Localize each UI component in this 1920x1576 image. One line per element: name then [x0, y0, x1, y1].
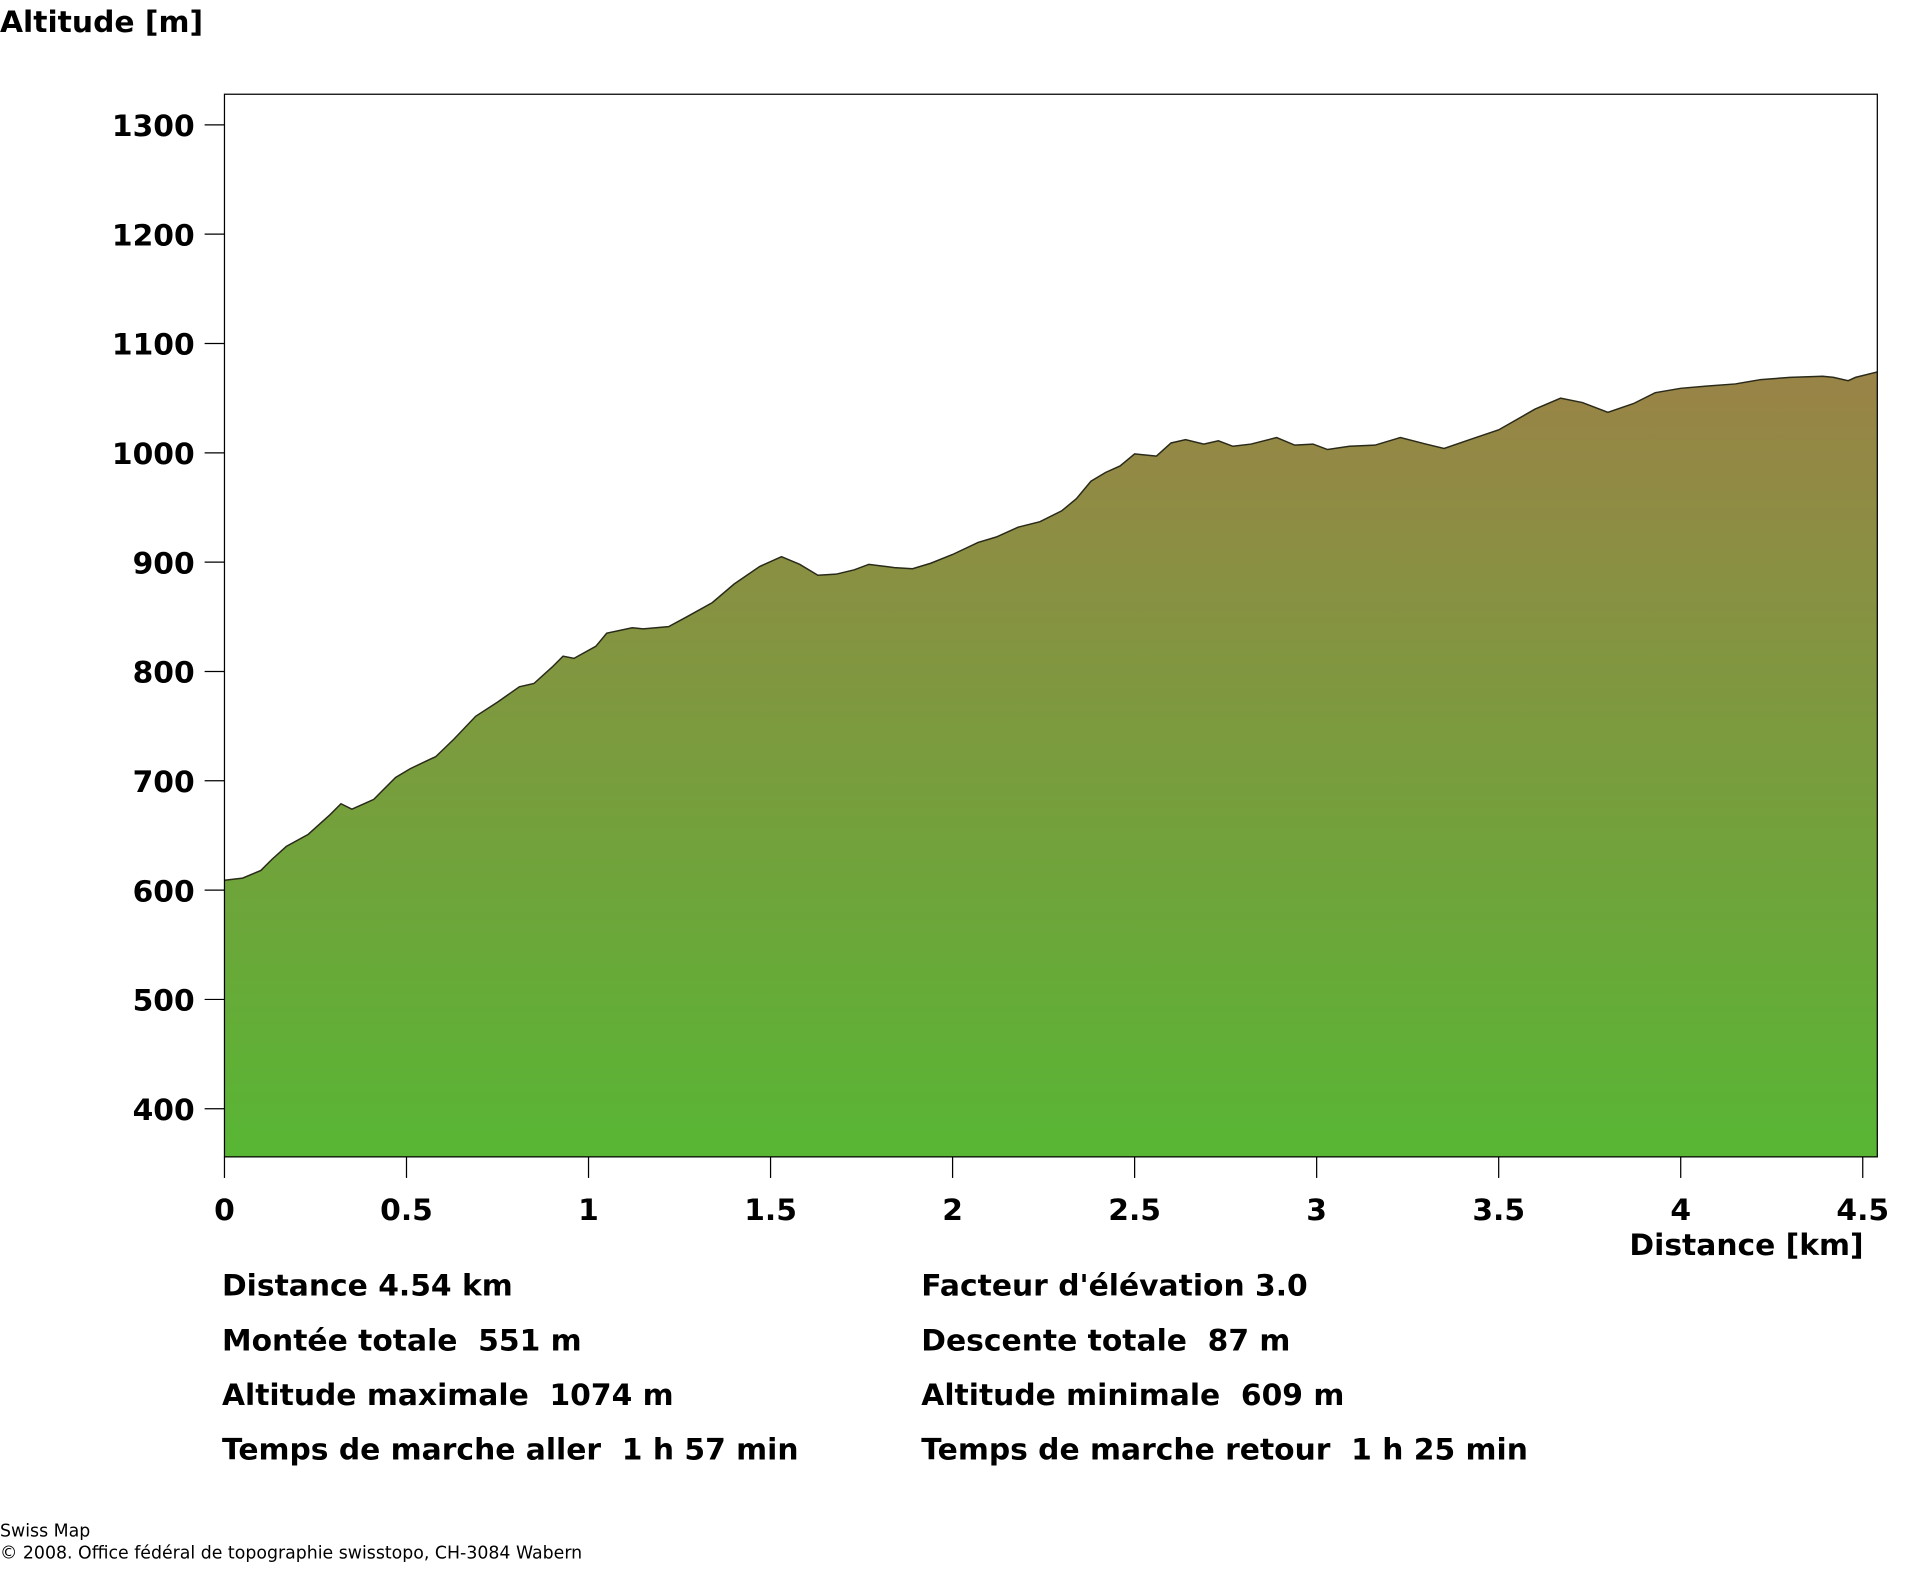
y-tick-label: 1300	[112, 109, 195, 144]
x-tick-label: 4	[1670, 1193, 1691, 1228]
y-tick-label: 900	[133, 546, 195, 581]
stat: Temps de marche aller 1 h 57 min	[222, 1432, 799, 1467]
y-tick-label: 1000	[112, 437, 195, 472]
stat: Altitude minimale 609 m	[921, 1378, 1344, 1413]
x-tick-label: 2.5	[1108, 1193, 1161, 1228]
stat: Descente totale 87 m	[921, 1323, 1290, 1358]
x-tick-label: 4.5	[1836, 1193, 1889, 1228]
y-tick-label: 1200	[112, 218, 195, 253]
y-tick-label: 500	[133, 984, 195, 1019]
area	[224, 371, 1878, 1157]
stat: Distance 4.54 km	[222, 1269, 513, 1304]
footer: Swiss Map	[0, 1521, 90, 1541]
stat: Temps de marche retour 1 h 25 min	[921, 1432, 1528, 1467]
x-tick-label: 0	[214, 1193, 235, 1228]
x-tick-label: 3.5	[1472, 1193, 1525, 1228]
y-tick-label: 600	[133, 874, 195, 909]
y-axis-label: Altitude [m]	[0, 5, 203, 40]
y-tick-label: 700	[133, 765, 195, 800]
stat: Facteur d'élévation 3.0	[921, 1269, 1307, 1304]
plot-frame	[223, 93, 1878, 1158]
x-tick-label: 0.5	[380, 1193, 433, 1228]
stat: Altitude maximale 1074 m	[222, 1378, 674, 1413]
footer: © 2008. Office fédéral de topographie sw…	[0, 1544, 582, 1564]
x-axis-label: Distance [km]	[1629, 1228, 1863, 1263]
x-tick-label: 2	[942, 1193, 963, 1228]
y-tick-label: 400	[133, 1093, 195, 1128]
y-tick-label: 1100	[112, 328, 195, 363]
stat: Montée totale 551 m	[222, 1323, 582, 1358]
x-tick-label: 3	[1306, 1193, 1327, 1228]
profile-line	[224, 371, 1878, 882]
x-tick-label: 1.5	[744, 1193, 797, 1228]
x-tick-label: 1	[578, 1193, 599, 1228]
y-tick-label: 800	[133, 656, 195, 691]
